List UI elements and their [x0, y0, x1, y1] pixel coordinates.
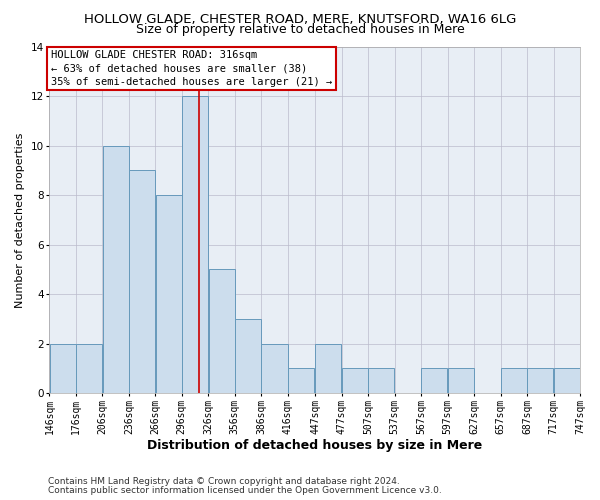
Bar [501, 368, 527, 393]
Bar [316, 344, 341, 393]
Bar [209, 270, 235, 393]
Bar [554, 368, 580, 393]
Bar [103, 146, 128, 393]
Bar [527, 368, 553, 393]
Text: Contains HM Land Registry data © Crown copyright and database right 2024.: Contains HM Land Registry data © Crown c… [48, 477, 400, 486]
Bar [288, 368, 314, 393]
Bar [76, 344, 102, 393]
Bar [421, 368, 448, 393]
Bar [182, 96, 208, 393]
Bar [155, 195, 182, 393]
Text: HOLLOW GLADE CHESTER ROAD: 316sqm
← 63% of detached houses are smaller (38)
35% : HOLLOW GLADE CHESTER ROAD: 316sqm ← 63% … [51, 50, 332, 86]
Text: HOLLOW GLADE, CHESTER ROAD, MERE, KNUTSFORD, WA16 6LG: HOLLOW GLADE, CHESTER ROAD, MERE, KNUTSF… [84, 12, 516, 26]
X-axis label: Distribution of detached houses by size in Mere: Distribution of detached houses by size … [147, 440, 482, 452]
Bar [262, 344, 287, 393]
Bar [448, 368, 474, 393]
Text: Contains public sector information licensed under the Open Government Licence v3: Contains public sector information licen… [48, 486, 442, 495]
Bar [235, 319, 261, 393]
Bar [368, 368, 394, 393]
Bar [342, 368, 368, 393]
Bar [129, 170, 155, 393]
Text: Size of property relative to detached houses in Mere: Size of property relative to detached ho… [136, 22, 464, 36]
Y-axis label: Number of detached properties: Number of detached properties [15, 132, 25, 308]
Bar [50, 344, 76, 393]
